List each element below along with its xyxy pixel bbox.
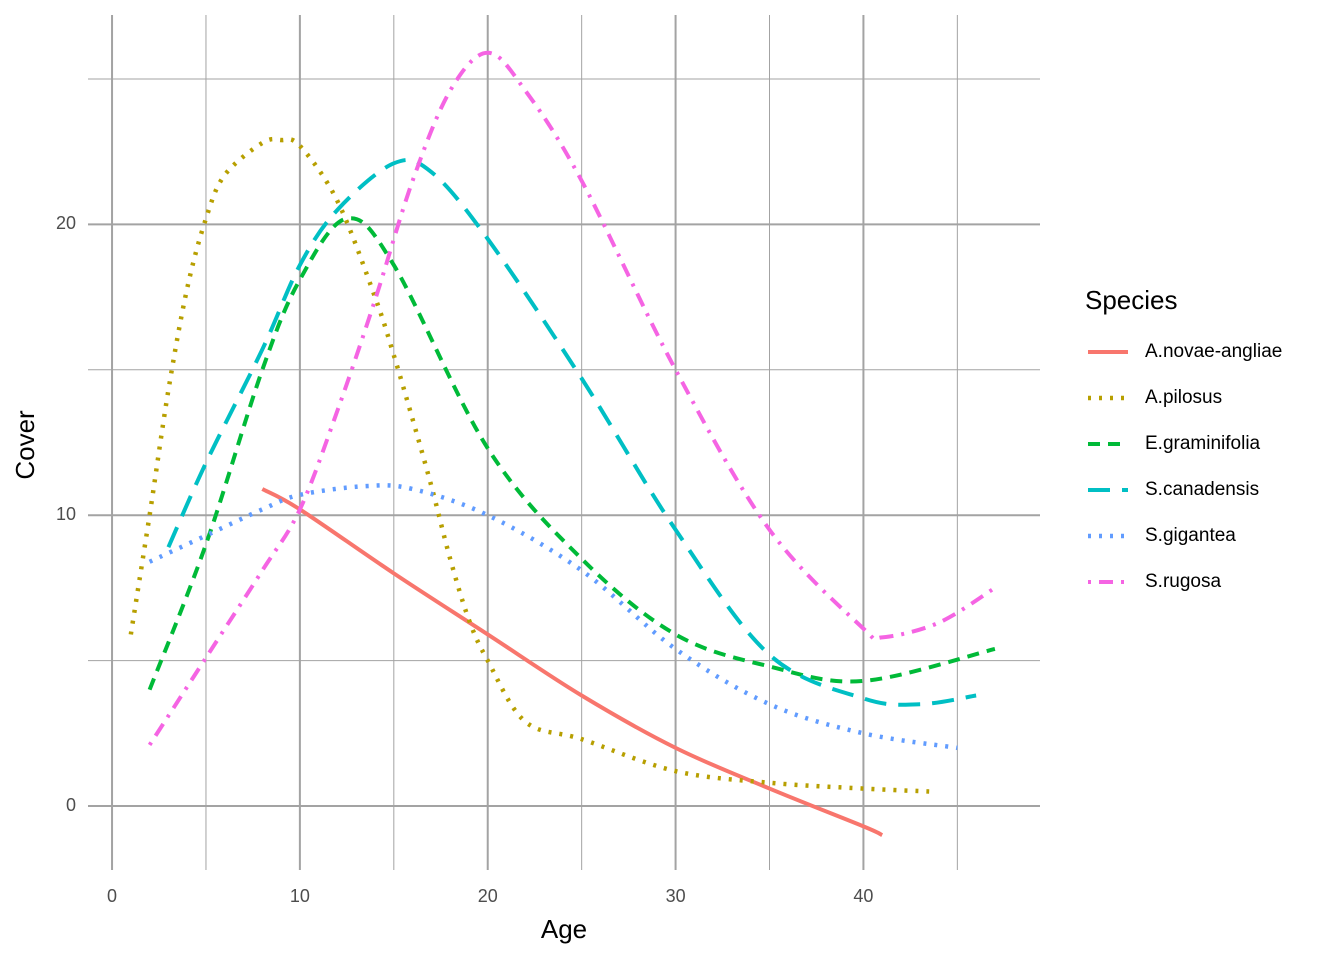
- x-tick-label: 30: [666, 886, 686, 906]
- line: [147, 50, 996, 747]
- legend-label: S.rugosa: [1145, 571, 1221, 592]
- line: [128, 136, 930, 794]
- y-tick-label: 10: [56, 504, 76, 524]
- y-tick-label: 0: [66, 795, 76, 815]
- line: [147, 216, 996, 691]
- legend-label: S.gigantea: [1145, 525, 1236, 546]
- x-tick-label: 10: [290, 886, 310, 906]
- line: [261, 487, 884, 837]
- x-tick-label: 20: [478, 886, 498, 906]
- legend-label: A.pilosus: [1145, 387, 1222, 408]
- x-tick-label: 0: [107, 886, 117, 906]
- x-tick-label: 40: [853, 886, 873, 906]
- legend-label: S.canadensis: [1145, 479, 1259, 500]
- line: [148, 483, 958, 751]
- y-axis-title: Cover: [10, 410, 40, 480]
- y-tick-label: 20: [56, 213, 76, 233]
- legend-title: Species: [1085, 285, 1178, 315]
- legend-label: E.graminifolia: [1145, 433, 1261, 454]
- legend-label: A.novae-angliae: [1145, 341, 1282, 362]
- line: [166, 157, 977, 707]
- x-axis-title: Age: [541, 914, 587, 944]
